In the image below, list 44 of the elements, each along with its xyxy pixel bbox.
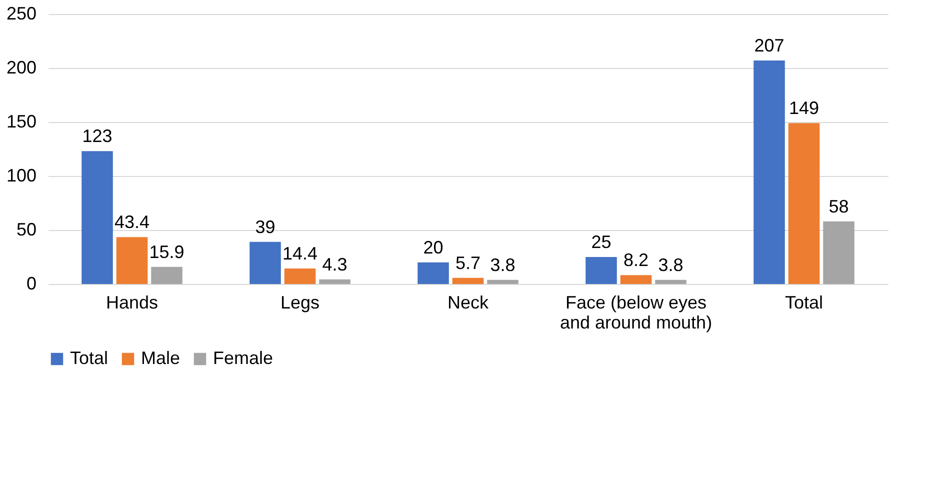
y-tick-label: 200: [6, 58, 36, 78]
bar: [116, 237, 148, 284]
bar: [620, 275, 652, 284]
legend-label: Female: [213, 348, 274, 368]
bar: [586, 257, 617, 284]
y-tick-label: 250: [6, 4, 36, 24]
bar: [452, 278, 484, 284]
data-label: 15.9: [149, 242, 184, 262]
bar: [418, 262, 449, 284]
data-label: 123: [82, 126, 112, 146]
data-label: 58: [828, 196, 849, 216]
bar: [754, 60, 785, 284]
data-label: 3.8: [658, 254, 684, 275]
x-tick-label: Total: [784, 292, 824, 312]
y-tick-label: 100: [6, 166, 36, 186]
x-tick-label: Neck: [447, 292, 490, 312]
x-tick-label: Legs: [280, 292, 320, 312]
data-label: 4.3: [322, 254, 348, 274]
bar: [82, 151, 113, 284]
bar: [788, 123, 820, 284]
bar: [823, 221, 854, 284]
bar: [250, 242, 281, 284]
data-label: 25: [591, 232, 612, 252]
bar: [151, 266, 182, 284]
data-label: 207: [754, 35, 784, 56]
bar: [284, 268, 316, 284]
legend-label: Total: [70, 348, 108, 368]
y-tick-label: 50: [16, 220, 36, 240]
data-label: 3.8: [490, 254, 516, 275]
data-label: 43.4: [114, 212, 150, 232]
y-tick-label: 0: [26, 274, 36, 294]
x-tick-label: Face (below eyes and around mouth): [560, 292, 712, 332]
data-label: 39: [255, 216, 276, 237]
bar: [487, 280, 518, 284]
data-label: 149: [788, 98, 820, 118]
legend-label: Male: [141, 348, 180, 368]
data-label: 14.4: [282, 243, 318, 264]
x-tick-label: Hands: [106, 292, 158, 312]
data-label: 5.7: [455, 252, 481, 273]
data-label: 8.2: [623, 250, 649, 270]
y-tick-label: 150: [6, 112, 36, 132]
bar: [319, 279, 350, 284]
data-label: 20: [423, 237, 444, 258]
bar: [655, 280, 686, 284]
